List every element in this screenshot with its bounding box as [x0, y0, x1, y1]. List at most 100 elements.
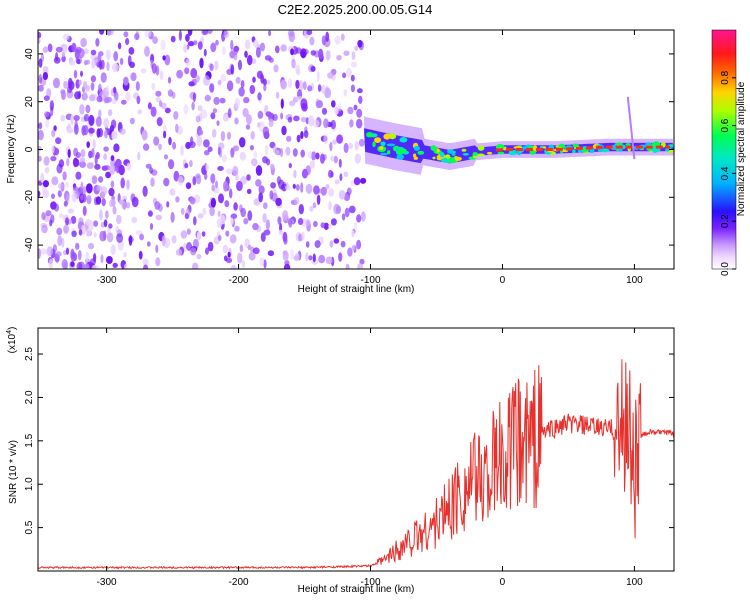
noise-blob — [347, 247, 353, 257]
noise-blob — [204, 94, 211, 102]
noise-blob — [210, 197, 216, 208]
noise-blob — [98, 176, 104, 183]
noise-blob — [223, 30, 229, 39]
noise-blob — [302, 81, 307, 91]
noise-blob — [160, 102, 167, 110]
noise-blob — [86, 162, 94, 169]
signal-blob — [432, 156, 436, 160]
noise-blob — [50, 106, 54, 117]
noise-blob — [260, 232, 266, 243]
noise-blob — [204, 150, 210, 156]
noise-blob — [226, 80, 234, 92]
noise-blob — [351, 51, 356, 60]
noise-blob — [344, 207, 350, 218]
noise-blob — [63, 200, 68, 207]
noise-blob — [149, 223, 154, 230]
noise-blob — [218, 193, 224, 204]
signal-blob — [417, 150, 425, 155]
noise-blob — [91, 264, 97, 269]
noise-blob — [354, 221, 358, 232]
noise-blob — [65, 217, 69, 226]
noise-blob — [106, 61, 110, 72]
noise-blob — [301, 168, 308, 179]
noise-blob — [343, 171, 349, 178]
noise-blob — [83, 60, 88, 66]
noise-blob — [275, 45, 280, 54]
signal-blob — [386, 143, 396, 147]
noise-blob — [78, 217, 84, 225]
noise-blob — [243, 96, 250, 104]
noise-blob — [103, 219, 108, 228]
noise-blob — [91, 58, 95, 70]
noise-blob — [220, 131, 226, 142]
noise-blob — [106, 232, 114, 243]
noise-blob — [280, 112, 284, 120]
spectrogram-ylabel: Frequency (Hz) — [6, 115, 17, 184]
noise-blob — [199, 57, 204, 69]
noise-blob — [336, 134, 343, 144]
noise-blob — [287, 116, 293, 123]
noise-blob — [56, 227, 63, 236]
noise-blob — [105, 171, 112, 179]
noise-blob — [139, 233, 145, 241]
noise-blob — [210, 42, 217, 53]
noise-blob — [285, 185, 291, 191]
noise-blob — [111, 63, 119, 72]
noise-blob — [264, 55, 272, 61]
noise-blob — [292, 183, 296, 189]
noise-blob — [162, 55, 166, 61]
noise-blob — [289, 100, 296, 107]
x-tick-label: -200 — [229, 275, 249, 286]
noise-blob — [87, 242, 95, 250]
noise-blob — [256, 122, 261, 128]
noise-blob — [58, 213, 64, 219]
noise-blob — [110, 244, 116, 256]
noise-blob — [187, 41, 195, 47]
signal-blob — [439, 152, 445, 158]
noise-blob — [237, 252, 243, 264]
noise-blob — [80, 70, 83, 77]
noise-blob — [111, 131, 115, 140]
noise-blob — [211, 128, 217, 138]
noise-blob — [93, 220, 99, 227]
noise-blob — [101, 165, 108, 171]
noise-blob — [290, 249, 294, 260]
noise-blob — [163, 130, 167, 139]
noise-blob — [327, 72, 334, 79]
noise-blob — [96, 95, 103, 103]
noise-blob — [263, 84, 267, 92]
noise-blob — [242, 107, 249, 118]
colorbar-tick-label: 0.0 — [720, 262, 731, 276]
noise-blob — [105, 85, 110, 93]
noise-blob — [263, 229, 271, 236]
noise-blob — [354, 140, 359, 151]
noise-blob — [99, 209, 103, 221]
noise-blob — [238, 137, 246, 148]
colorbar-gradient — [711, 29, 737, 270]
noise-blob — [303, 130, 309, 139]
x-tick-label: 100 — [626, 577, 643, 588]
noise-blob — [223, 180, 229, 192]
noise-blob — [74, 91, 81, 100]
snr-series-line — [38, 359, 674, 570]
noise-blob — [99, 230, 107, 242]
noise-blob — [85, 104, 91, 114]
noise-blob — [38, 155, 42, 162]
signal-blob — [451, 152, 456, 156]
noise-blob — [357, 263, 363, 269]
signal-streak — [626, 96, 636, 160]
signal-blob — [383, 133, 391, 140]
noise-blob — [300, 182, 304, 193]
noise-blob — [55, 251, 62, 257]
noise-blob — [136, 95, 141, 105]
noise-blob — [197, 105, 203, 112]
noise-blob — [265, 219, 270, 231]
noise-blob — [142, 143, 150, 151]
noise-blob — [40, 248, 48, 255]
noise-blob — [159, 100, 163, 107]
noise-blob — [70, 114, 74, 125]
noise-blob — [318, 254, 326, 264]
noise-blob — [83, 113, 90, 122]
noise-blob — [207, 146, 213, 152]
noise-blob — [217, 146, 221, 156]
